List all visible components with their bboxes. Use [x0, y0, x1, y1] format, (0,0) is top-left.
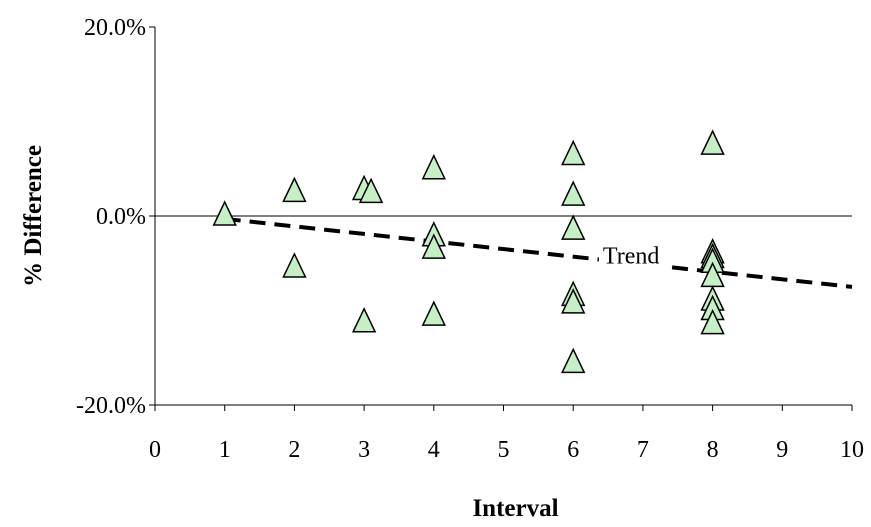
- x-tick-label: 2: [288, 437, 300, 463]
- x-tick-label: 6: [567, 437, 579, 463]
- trend-series: [224, 216, 853, 289]
- data-point-triangle: [282, 176, 307, 203]
- data-point-triangle: [421, 233, 446, 259]
- data-point-triangle: [351, 307, 377, 333]
- trend-label-background: [598, 241, 669, 270]
- data-points: [212, 129, 725, 374]
- data-point-triangle: [561, 180, 586, 206]
- y-tick-label: -20.0%: [76, 393, 146, 419]
- axes: [149, 26, 853, 411]
- data-point-triangle: [561, 288, 586, 314]
- data-point-triangle: [282, 252, 307, 278]
- x-tick-label: 0: [149, 437, 161, 463]
- data-point-triangle: [358, 177, 384, 204]
- x-tick-label: 1: [219, 437, 231, 463]
- x-tick-label: 4: [428, 437, 440, 463]
- x-axis-title: Interval: [472, 495, 558, 522]
- data-point-triangle: [421, 153, 446, 180]
- y-tick-label: 0.0%: [96, 204, 146, 230]
- x-tick-label: 5: [498, 437, 510, 463]
- x-tick-label: 8: [707, 437, 719, 463]
- x-tick-label: 10: [840, 437, 864, 463]
- x-tick-label: 3: [358, 437, 370, 463]
- trend-line: [224, 216, 853, 289]
- y-axis-title: % Difference: [20, 145, 47, 287]
- data-point-triangle: [561, 139, 586, 166]
- data-point-triangle: [700, 129, 725, 155]
- data-point-triangle: [561, 214, 586, 240]
- y-tick-label: 20.0%: [84, 15, 146, 41]
- tick-labels: -20.0% 0.0% 20.0% 0 1 2 3 4 5 6 7 8 9 10: [76, 15, 864, 463]
- trend-label: Trend: [603, 243, 659, 269]
- data-point-triangle: [212, 200, 237, 226]
- data-point-triangle: [700, 308, 725, 335]
- x-tick-label: 7: [637, 437, 649, 463]
- data-point-triangle: [421, 300, 446, 326]
- x-tick-label: 9: [776, 437, 788, 463]
- data-point-triangle: [561, 347, 586, 374]
